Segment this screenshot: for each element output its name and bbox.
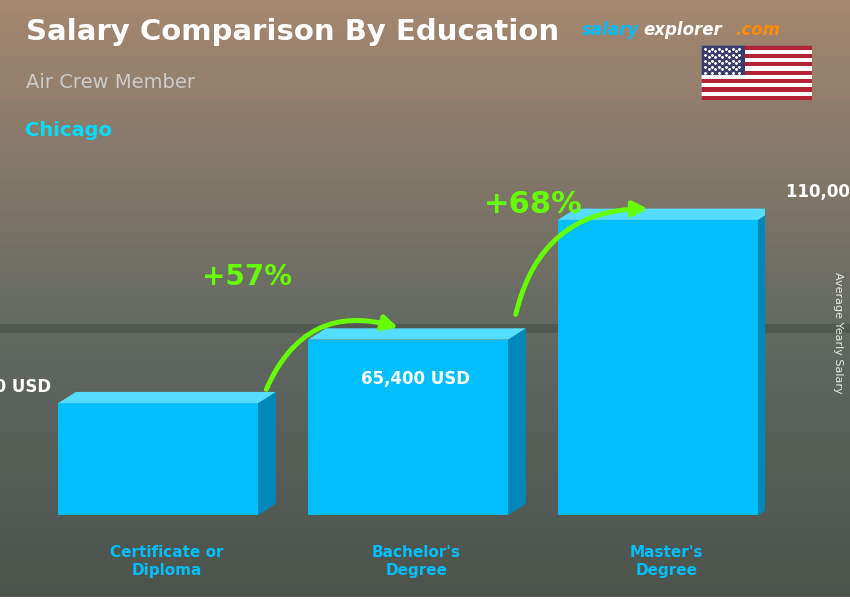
Bar <box>0 561 850 570</box>
Polygon shape <box>758 208 776 515</box>
Bar <box>0 200 850 211</box>
Polygon shape <box>58 403 258 515</box>
Bar <box>0 233 850 244</box>
Text: +68%: +68% <box>484 190 582 219</box>
Bar <box>0 497 850 506</box>
Bar <box>0 0 850 11</box>
Bar <box>701 83 812 87</box>
Bar <box>0 424 850 433</box>
Bar <box>0 370 850 379</box>
Bar <box>0 289 850 300</box>
Bar <box>701 54 812 58</box>
Bar <box>0 244 850 256</box>
Bar <box>0 333 850 342</box>
Bar <box>701 45 745 75</box>
Bar <box>0 67 850 78</box>
Bar <box>0 33 850 44</box>
Bar <box>0 406 850 415</box>
Bar <box>0 256 850 267</box>
Text: .com: .com <box>735 21 780 39</box>
Polygon shape <box>258 392 276 515</box>
Bar <box>0 322 850 333</box>
Text: explorer: explorer <box>643 21 722 39</box>
Polygon shape <box>308 328 526 339</box>
Text: 110,000 USD: 110,000 USD <box>786 183 850 201</box>
Text: salary: salary <box>582 21 639 39</box>
Polygon shape <box>558 208 776 220</box>
Bar <box>0 579 850 588</box>
Bar <box>0 44 850 56</box>
Bar <box>0 470 850 479</box>
Polygon shape <box>308 339 508 515</box>
Bar <box>701 87 812 92</box>
Text: Master's
Degree: Master's Degree <box>630 545 703 578</box>
Bar <box>0 122 850 133</box>
Polygon shape <box>58 392 276 403</box>
Bar <box>0 551 850 561</box>
Bar <box>0 451 850 461</box>
Text: 41,700 USD: 41,700 USD <box>0 378 51 396</box>
Bar <box>0 542 850 551</box>
Bar <box>0 78 850 89</box>
Bar <box>0 56 850 67</box>
Bar <box>0 442 850 451</box>
Bar <box>701 92 812 96</box>
Text: Air Crew Member: Air Crew Member <box>26 73 195 92</box>
Bar <box>0 388 850 397</box>
Bar <box>0 211 850 222</box>
Bar <box>0 111 850 122</box>
Text: Certificate or
Diploma: Certificate or Diploma <box>110 545 224 578</box>
Bar <box>0 379 850 388</box>
Bar <box>0 415 850 424</box>
Bar <box>0 506 850 515</box>
Text: Salary Comparison By Education: Salary Comparison By Education <box>26 18 558 46</box>
Polygon shape <box>508 328 526 515</box>
Bar <box>0 178 850 189</box>
Bar <box>0 524 850 533</box>
Bar <box>0 342 850 351</box>
Bar <box>0 324 850 333</box>
Bar <box>0 22 850 33</box>
Bar <box>0 488 850 497</box>
Bar <box>0 311 850 322</box>
Bar <box>0 351 850 361</box>
Bar <box>701 62 812 67</box>
Bar <box>701 71 812 75</box>
Bar <box>0 397 850 406</box>
Bar <box>701 45 812 50</box>
Bar <box>0 515 850 524</box>
Bar <box>0 433 850 442</box>
Bar <box>0 133 850 144</box>
Bar <box>0 267 850 278</box>
Bar <box>701 67 812 71</box>
Bar <box>701 75 812 79</box>
Bar <box>0 278 850 289</box>
Bar <box>701 50 812 54</box>
Bar <box>0 300 850 311</box>
Bar <box>0 156 850 167</box>
Bar <box>0 588 850 597</box>
Bar <box>701 58 812 62</box>
Bar <box>0 89 850 100</box>
Bar <box>0 144 850 156</box>
Text: Chicago: Chicago <box>26 121 112 140</box>
Bar <box>0 189 850 200</box>
Text: Bachelor's
Degree: Bachelor's Degree <box>372 545 461 578</box>
Text: 65,400 USD: 65,400 USD <box>360 370 470 388</box>
Bar <box>0 570 850 579</box>
Polygon shape <box>558 220 758 515</box>
Text: +57%: +57% <box>202 264 292 291</box>
Bar <box>701 79 812 83</box>
Bar <box>0 361 850 370</box>
Bar <box>0 222 850 233</box>
Text: Average Yearly Salary: Average Yearly Salary <box>833 273 843 394</box>
Bar <box>0 167 850 178</box>
Bar <box>0 11 850 22</box>
Bar <box>701 96 812 100</box>
Bar <box>0 533 850 542</box>
Bar <box>0 479 850 488</box>
Bar <box>0 461 850 470</box>
Bar <box>0 100 850 111</box>
